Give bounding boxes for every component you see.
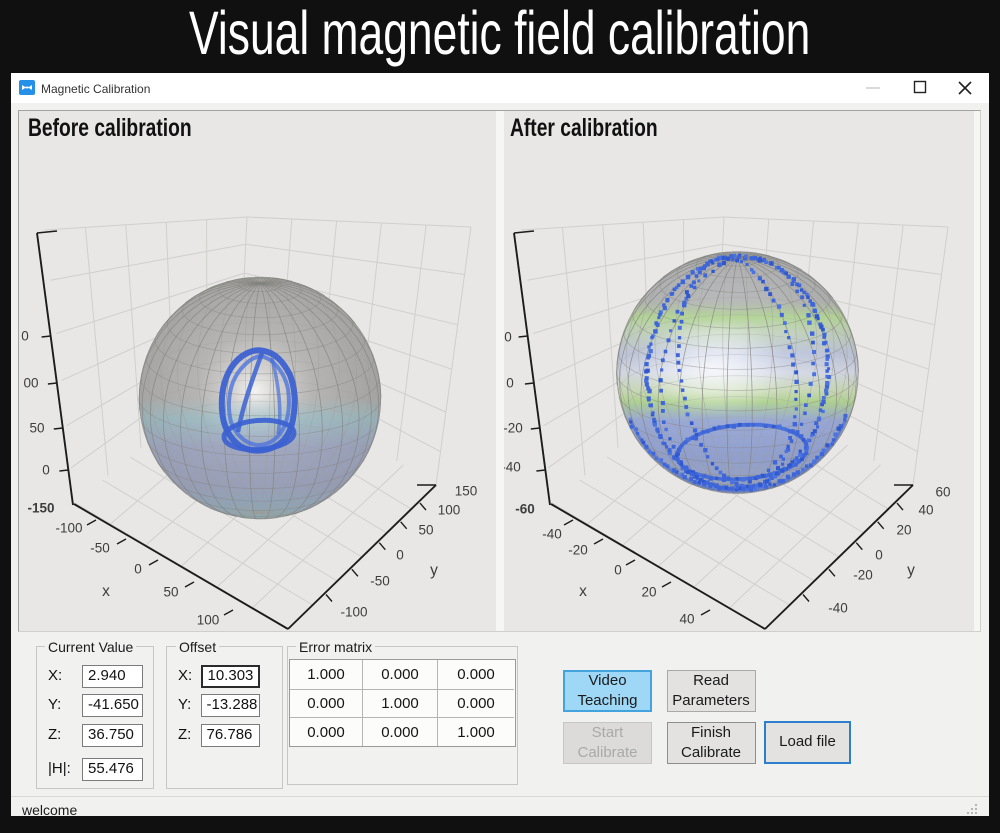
svg-text:0: 0 bbox=[504, 330, 512, 345]
svg-text:100: 100 bbox=[438, 503, 461, 518]
svg-text:x: x bbox=[579, 583, 587, 600]
svg-text:0: 0 bbox=[21, 329, 29, 344]
svg-text:-100: -100 bbox=[340, 605, 367, 620]
svg-text:60: 60 bbox=[935, 485, 950, 500]
svg-text:-50: -50 bbox=[370, 574, 390, 589]
svg-text:-20: -20 bbox=[504, 421, 523, 436]
svg-text:50: 50 bbox=[163, 585, 178, 600]
svg-text:y: y bbox=[907, 562, 915, 579]
svg-text:-20: -20 bbox=[568, 543, 588, 558]
svg-text:-100: -100 bbox=[55, 521, 82, 536]
svg-text:0: 0 bbox=[506, 376, 514, 391]
svg-text:-40: -40 bbox=[504, 460, 521, 475]
svg-text:0: 0 bbox=[875, 548, 883, 563]
svg-text:-50: -50 bbox=[90, 541, 110, 556]
svg-text:0: 0 bbox=[134, 562, 142, 577]
svg-text:100: 100 bbox=[197, 613, 220, 628]
svg-text:0: 0 bbox=[42, 463, 50, 478]
svg-text:20: 20 bbox=[641, 585, 656, 600]
svg-text:150: 150 bbox=[455, 484, 478, 499]
svg-text:50: 50 bbox=[29, 421, 44, 436]
svg-text:-40: -40 bbox=[542, 527, 562, 542]
svg-text:-40: -40 bbox=[828, 601, 848, 616]
svg-text:-20: -20 bbox=[853, 568, 873, 583]
svg-text:-150: -150 bbox=[27, 501, 54, 516]
svg-text:-60: -60 bbox=[515, 502, 535, 517]
svg-text:y: y bbox=[430, 562, 438, 579]
svg-text:40: 40 bbox=[918, 503, 933, 518]
svg-text:00: 00 bbox=[23, 376, 38, 391]
svg-text:0: 0 bbox=[614, 563, 622, 578]
svg-text:20: 20 bbox=[896, 523, 911, 538]
svg-text:x: x bbox=[102, 583, 110, 600]
svg-text:50: 50 bbox=[418, 523, 433, 538]
svg-text:0: 0 bbox=[396, 548, 404, 563]
svg-text:40: 40 bbox=[679, 612, 694, 627]
